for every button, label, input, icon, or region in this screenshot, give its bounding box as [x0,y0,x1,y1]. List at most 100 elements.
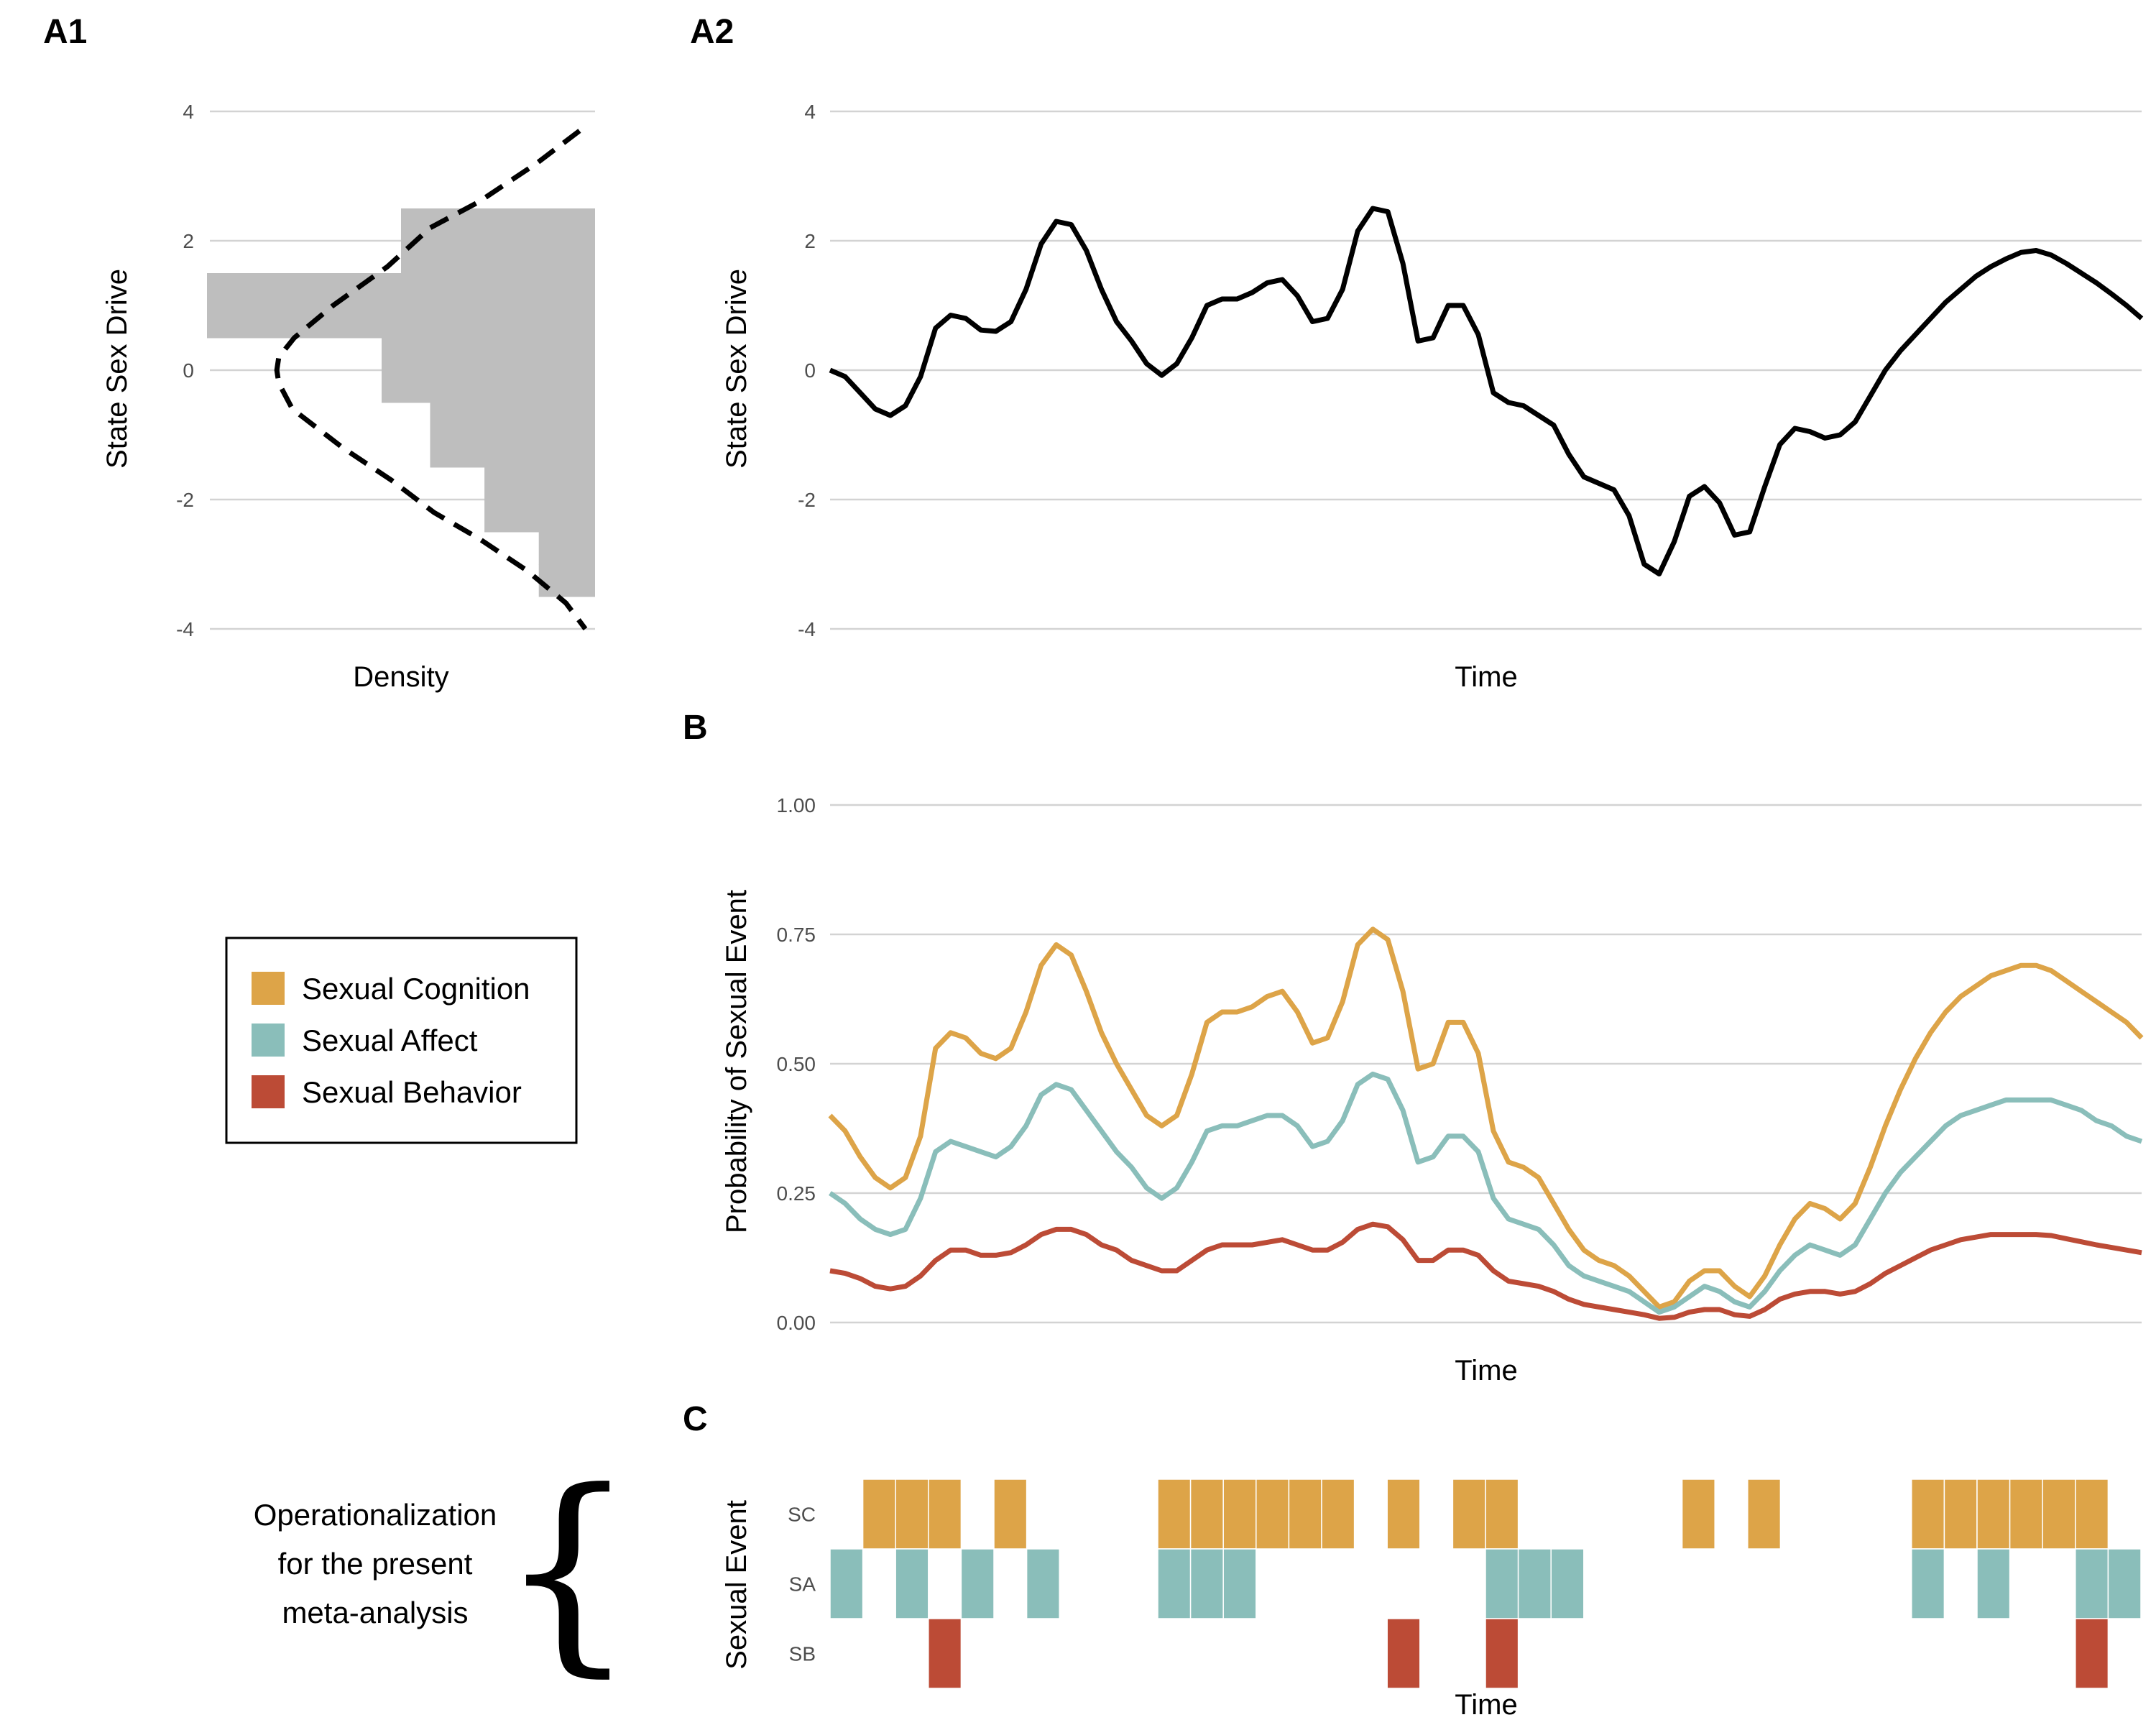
c-y-axis-title: Sexual Event [721,1500,752,1670]
a2-x-axis-title: Time [1455,661,1517,693]
panel-a2-line-chart: 4 2 0 -2 -4 Time State Sex Drive [721,101,2144,693]
curly-brace: { [499,1445,637,1696]
a1-density-curve [274,129,588,631]
b-line-sexual-cognition [828,926,2144,1310]
a1-histogram-bar [207,273,595,306]
c-event-cell-sa [1026,1548,1060,1619]
a2-y-tick-labels: 4 2 0 -2 -4 [798,101,816,640]
c-event-cells [829,1478,2142,1689]
a1-y-tick-label: 4 [183,101,194,123]
legend: Sexual Cognition Sexual Affect Sexual Be… [225,937,578,1144]
note-line-3: meta-analysis [282,1596,468,1629]
c-event-cell-sa [895,1548,929,1619]
c-event-cell-sa [1976,1548,2011,1619]
b-series-lines [828,926,2144,1321]
c-event-cell-sc [1386,1478,1421,1550]
legend-label-sexual-behavior: Sexual Behavior [302,1075,522,1109]
c-event-cell-sa [1911,1548,1945,1619]
c-event-cell-sa [2075,1548,2109,1619]
c-event-cell-sc [1976,1478,2011,1550]
a1-x-axis-title: Density [353,661,448,693]
b-y-tick-label: 1.00 [777,794,816,816]
b-gridlines [830,804,2142,1324]
c-event-cell-sa [1485,1548,1519,1619]
c-event-cell-sa [1517,1548,1552,1619]
c-event-cell-sb [1485,1618,1519,1689]
c-event-cell-sa [1189,1548,1224,1619]
c-event-cell-sc [1256,1478,1290,1550]
b-x-axis-title: Time [1455,1355,1517,1386]
panel-b-line-chart: 1.00 0.75 0.50 0.25 0.00 Time Probability of… [721,794,2144,1386]
c-event-cell-sc [1321,1478,1355,1550]
c-event-cell-sc [1189,1478,1224,1550]
c-event-cell-sb [1386,1618,1421,1689]
a1-y-tick-label: 0 [183,359,194,382]
c-row-label-sb: SB [789,1643,816,1665]
a2-y-axis-title: State Sex Drive [721,269,752,469]
c-x-axis-title: Time [1455,1689,1517,1721]
a2-y-tick-label: 2 [804,230,816,252]
b-line-sexual-behavior [829,1221,2142,1321]
a1-histogram-bar [382,338,595,371]
b-y-tick-label: 0.00 [777,1312,816,1334]
b-y-tick-labels: 1.00 0.75 0.50 0.25 0.00 [777,794,816,1334]
c-event-cell-sa [1157,1548,1192,1619]
b-line-sexual-affect [829,1071,2143,1315]
a1-histogram-bar [484,500,595,533]
c-event-cell-sa [1550,1548,1585,1619]
c-event-cell-sc [2042,1478,2076,1550]
legend-box [225,937,578,1144]
legend-label-sexual-affect: Sexual Affect [302,1024,478,1057]
c-event-cell-sa [960,1548,995,1619]
a1-histogram-bar [401,241,595,274]
c-event-cell-sa [1222,1548,1257,1619]
a1-y-tick-label: 2 [183,230,194,252]
b-y-tick-label: 0.50 [777,1053,816,1075]
panel-label-c: C [683,1400,708,1438]
c-row-labels: SC SA SB [788,1504,816,1665]
panel-a1-histogram: 4 2 0 -2 -4 Density State Sex Drive [101,101,595,693]
a1-y-axis-title: State Sex Drive [101,269,133,469]
a1-y-tick-label: -4 [176,618,194,640]
c-event-cell-sc [1485,1478,1519,1550]
b-y-axis-title: Probability of Sexual Event [721,890,752,1233]
a2-series-line [829,206,2144,576]
c-event-cell-sc [1288,1478,1322,1550]
a1-y-tick-labels: 4 2 0 -2 -4 [176,101,194,640]
c-event-cell-sc [2009,1478,2043,1550]
b-y-tick-label: 0.75 [777,924,816,946]
c-event-cell-sc [1911,1478,1945,1550]
c-event-cell-sc [895,1478,929,1550]
c-event-cell-sc [1157,1478,1192,1550]
c-event-cell-sc [862,1478,896,1550]
c-row-label-sa: SA [789,1573,816,1596]
panel-label-a1: A1 [43,13,87,51]
a1-histogram-bar [430,402,595,436]
a2-y-tick-label: 0 [804,359,816,382]
a1-histogram-bar [430,435,595,468]
c-event-cell-sc [1452,1478,1486,1550]
b-y-tick-label: 0.25 [777,1182,816,1205]
panel-c-event-grid: SC SA SB Time Sexual Event [721,1478,2142,1721]
a1-histogram-bar [207,305,595,339]
legend-swatch-sexual-behavior [252,1075,285,1108]
a1-histogram-bar [401,208,595,242]
a1-histogram-bar [382,370,595,403]
c-event-cell-sc [993,1478,1028,1550]
a2-y-tick-label: -2 [798,489,816,511]
panel-label-a2: A2 [690,13,734,51]
c-event-cell-sc [1681,1478,1715,1550]
c-event-cell-sc [1222,1478,1257,1550]
a2-y-tick-label: 4 [804,101,816,123]
c-event-cell-sb [928,1618,962,1689]
c-event-cell-sc [1943,1478,1978,1550]
legend-label-sexual-cognition: Sexual Cognition [302,972,530,1006]
c-event-cell-sc [1747,1478,1782,1550]
c-event-cell-sc [2075,1478,2109,1550]
c-event-cell-sa [2107,1548,2142,1619]
operationalization-note: Operationalization for the present meta-… [254,1445,637,1696]
c-event-cell-sa [829,1548,864,1619]
panel-label-b: B [683,709,708,747]
c-event-cell-sb [2075,1618,2109,1689]
